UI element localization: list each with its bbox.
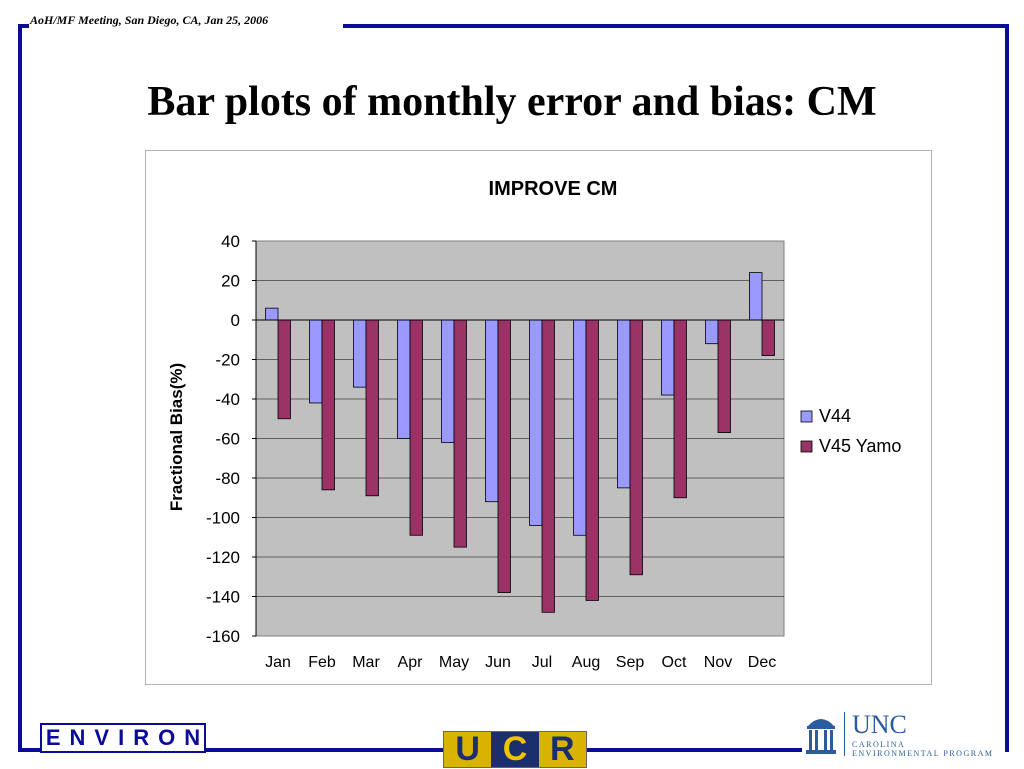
- bar-v44-apr: [397, 319, 411, 439]
- y-tick-label: -60: [215, 430, 240, 449]
- bar-v44-oct: [661, 319, 675, 396]
- x-tick-label: Feb: [308, 654, 336, 671]
- bar-v44-dec: [749, 272, 763, 321]
- x-tick-label: Mar: [352, 654, 380, 671]
- x-tick-label: Jan: [265, 654, 291, 671]
- frame-bottom-left: [18, 748, 42, 752]
- ucr-letter-u: U: [444, 730, 492, 768]
- bar-v45-yamo-feb: [321, 319, 335, 491]
- plot-area: 40 20 0 -20 -40 -60 -80 -100 -120 -140 -160 Jan Feb M…: [206, 232, 785, 671]
- x-tick-label: Nov: [704, 654, 732, 671]
- y-tick-label: -40: [215, 390, 240, 409]
- unc-sub-line2: ENVIRONMENTAL PROGRAM: [852, 749, 994, 758]
- bar-v45-yamo-mar: [365, 319, 379, 497]
- unc-subtitle: CAROLINA ENVIRONMENTAL PROGRAM: [852, 740, 993, 758]
- unc-divider: [844, 712, 845, 756]
- y-tick-label: -120: [206, 548, 240, 567]
- bar-v45-yamo-nov: [717, 319, 731, 433]
- y-tick-label: -160: [206, 627, 240, 646]
- header-note: AoH/MF Meeting, San Diego, CA, Jan 25, 2…: [30, 13, 269, 27]
- bar-v44-jun: [485, 319, 499, 503]
- unc-logo: UNC CAROLINA ENVIRONMENTAL PROGRAM: [802, 710, 1007, 758]
- bar-v45-yamo-oct: [673, 319, 687, 499]
- bias-bar-chart: IMPROVE CM Fractional Bias(%) 40 20 0 -20 -4…: [167, 178, 901, 671]
- frame-top-left: [18, 24, 29, 28]
- bar-v44-may: [441, 319, 455, 443]
- bar-v45-yamo-apr: [409, 319, 423, 536]
- y-tick-label: -100: [206, 509, 240, 528]
- environ-logo: ENVIRON: [40, 723, 206, 753]
- bar-v45-yamo-jun: [497, 319, 511, 593]
- x-tick-label: Jun: [485, 654, 511, 671]
- old-well-icon: [806, 719, 836, 754]
- frame-bottom-mid2: [587, 748, 802, 752]
- unc-sub-line1: CAROLINA: [852, 740, 906, 749]
- bar-v44-nov: [705, 319, 719, 345]
- bar-v45-yamo-jan: [277, 319, 291, 420]
- bar-v45-yamo-sep: [629, 319, 643, 576]
- bar-v45-yamo-jul: [541, 319, 555, 613]
- frame-right: [1005, 24, 1009, 752]
- frame-top-right: [343, 24, 1009, 28]
- frame-left: [18, 24, 22, 752]
- x-tick-label: Dec: [748, 654, 776, 671]
- slide-title: Bar plots of monthly error and bias: CM: [147, 79, 877, 125]
- ucr-letter-r: R: [538, 730, 586, 768]
- x-tick-label: Apr: [398, 654, 424, 671]
- legend-swatch: [800, 410, 813, 423]
- ucr-logo: U C R: [443, 730, 587, 768]
- frame-bottom-mid1: [206, 748, 443, 752]
- unc-name: UNC: [852, 710, 907, 739]
- bar-v45-yamo-aug: [585, 319, 599, 601]
- environ-logo-text: ENVIRON: [45, 725, 210, 750]
- x-tick-label: Oct: [662, 654, 687, 671]
- bar-v44-feb: [309, 319, 323, 404]
- x-tick-label: Aug: [572, 654, 600, 671]
- x-tick-label: Sep: [616, 654, 645, 671]
- chart-title: IMPROVE CM: [489, 178, 618, 200]
- bar-v45-yamo-may: [453, 319, 467, 548]
- y-tick-label: -140: [206, 588, 240, 607]
- bar-v44-jan: [265, 307, 279, 321]
- bar-v44-mar: [353, 319, 367, 388]
- bar-v44-jul: [529, 319, 543, 526]
- x-tick-label: Jul: [532, 654, 552, 671]
- legend-label: V44: [819, 406, 851, 426]
- bar-v44-sep: [617, 319, 631, 489]
- y-tick-label: -80: [215, 469, 240, 488]
- chart-container: IMPROVE CM Fractional Bias(%) 40 20 0 -20 -4…: [145, 150, 932, 685]
- legend-label: V45 Yamo: [819, 436, 901, 456]
- y-tick-label: 20: [221, 272, 240, 291]
- legend-swatch: [800, 440, 813, 453]
- bar-v45-yamo-dec: [761, 319, 775, 356]
- y-tick-label: 0: [231, 311, 240, 330]
- bar-v44-aug: [573, 319, 587, 536]
- y-tick-label: 40: [221, 232, 240, 251]
- y-axis-label: Fractional Bias(%): [167, 363, 186, 511]
- ucr-letter-c: C: [491, 730, 539, 768]
- x-tick-label: May: [439, 654, 469, 671]
- y-tick-label: -20: [215, 351, 240, 370]
- legend: V44 V45 Yamo: [800, 406, 901, 456]
